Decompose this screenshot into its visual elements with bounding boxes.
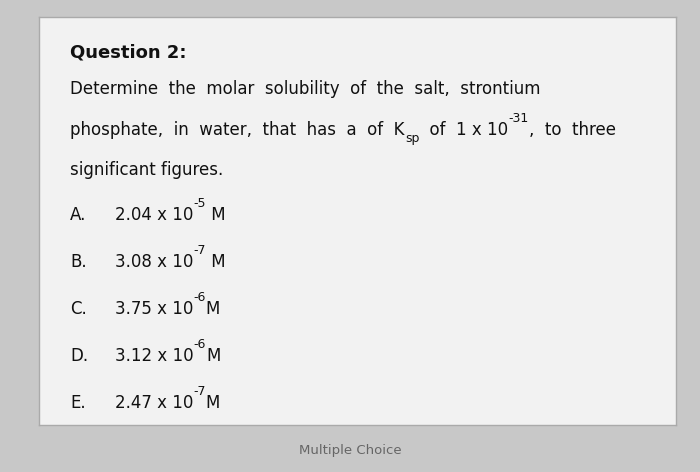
Text: -6: -6: [194, 338, 206, 351]
Text: M: M: [206, 394, 220, 412]
Text: B.: B.: [70, 253, 87, 271]
Text: Determine  the  molar  solubility  of  the  salt,  strontium: Determine the molar solubility of the sa…: [70, 80, 541, 98]
Text: 2.47 x 10: 2.47 x 10: [115, 394, 193, 412]
Text: -5: -5: [193, 197, 206, 211]
Text: ,  to  three: , to three: [528, 121, 615, 139]
Text: A.: A.: [70, 206, 87, 224]
Text: 3.12 x 10: 3.12 x 10: [115, 347, 194, 365]
Text: Multiple Choice: Multiple Choice: [299, 444, 401, 457]
Text: significant figures.: significant figures.: [70, 161, 223, 179]
Text: C.: C.: [70, 300, 87, 318]
Text: sp: sp: [405, 132, 419, 145]
Text: -31: -31: [508, 112, 528, 125]
Text: M: M: [206, 300, 220, 318]
Text: phosphate,  in  water,  that  has  a  of  K: phosphate, in water, that has a of K: [70, 121, 405, 139]
Text: M: M: [206, 253, 225, 271]
Text: Question 2:: Question 2:: [70, 43, 187, 61]
Text: -7: -7: [193, 385, 206, 398]
Text: M: M: [206, 206, 225, 224]
Text: of  1 x 10: of 1 x 10: [419, 121, 508, 139]
Text: -7: -7: [193, 244, 206, 257]
Text: 3.75 x 10: 3.75 x 10: [115, 300, 193, 318]
Text: 3.08 x 10: 3.08 x 10: [115, 253, 193, 271]
Text: D.: D.: [70, 347, 88, 365]
Text: 2.04 x 10: 2.04 x 10: [115, 206, 193, 224]
Text: E.: E.: [70, 394, 86, 412]
Text: M: M: [206, 347, 220, 365]
Text: -6: -6: [193, 291, 206, 304]
